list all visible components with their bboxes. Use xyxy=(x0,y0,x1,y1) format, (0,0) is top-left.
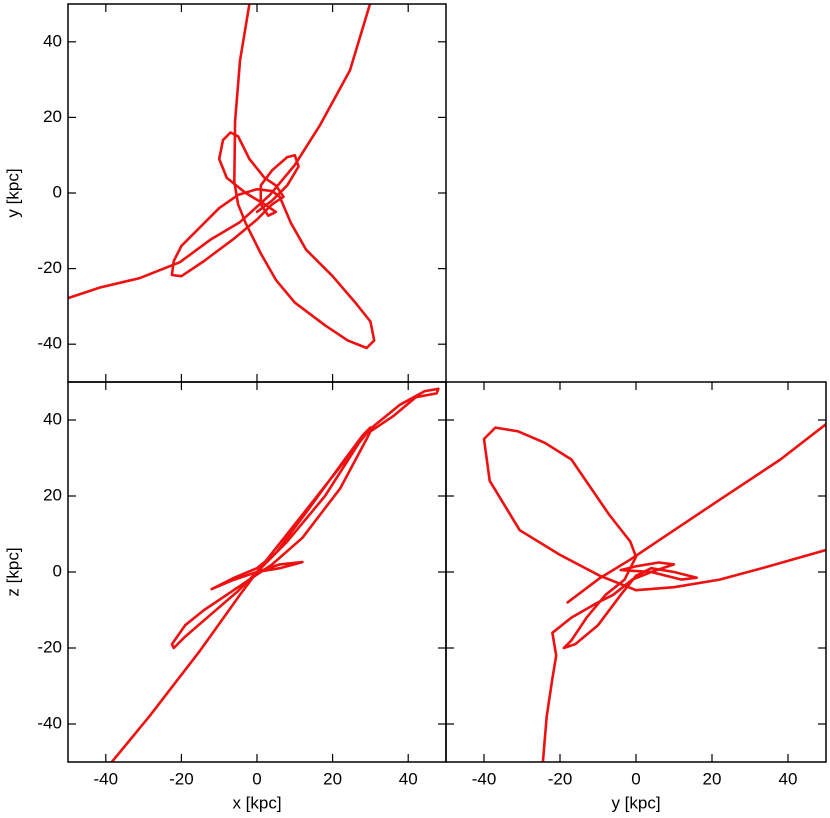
y-tick-label: -40 xyxy=(37,713,62,732)
x-tick-label: 40 xyxy=(399,769,418,788)
x-tick-label: -20 xyxy=(548,769,573,788)
x-tick-label: 40 xyxy=(779,769,798,788)
panel: -40 -20 0 20 40 y [kpc] xyxy=(445,381,827,812)
y-tick-label: 20 xyxy=(43,485,62,504)
panel: -40 -20 0 20 40 -40 -20 0 20 40 x [kpc] z [kpc] xyxy=(3,381,447,812)
panel: -40 -20 0 20 40 y [kpc] xyxy=(3,3,447,383)
panel-frame xyxy=(67,3,447,383)
y-tick-label: -40 xyxy=(37,334,62,353)
x-tick-label: -40 xyxy=(94,769,119,788)
orbit-line xyxy=(482,422,826,762)
y-tick-label: -20 xyxy=(37,258,62,277)
x-axis-label: y [kpc] xyxy=(611,793,660,812)
orbit-line xyxy=(68,4,376,350)
y-tick-label: 40 xyxy=(43,31,62,50)
y-axis-label: y [kpc] xyxy=(3,168,22,217)
y-axis-label: z [kpc] xyxy=(3,547,22,596)
x-axis-label: x [kpc] xyxy=(232,793,281,812)
x-tick-label: 0 xyxy=(252,769,261,788)
x-tick-label: -20 xyxy=(169,769,194,788)
y-tick-label: 20 xyxy=(43,107,62,126)
x-tick-label: -40 xyxy=(472,769,497,788)
x-tick-label: 0 xyxy=(631,769,640,788)
y-tick-label: -20 xyxy=(37,637,62,656)
x-tick-label: 20 xyxy=(703,769,722,788)
y-tick-label: 40 xyxy=(43,409,62,428)
y-tick-label: 0 xyxy=(53,561,62,580)
orbit-line xyxy=(110,387,440,762)
y-tick-label: 0 xyxy=(53,182,62,201)
x-tick-label: 20 xyxy=(323,769,342,788)
